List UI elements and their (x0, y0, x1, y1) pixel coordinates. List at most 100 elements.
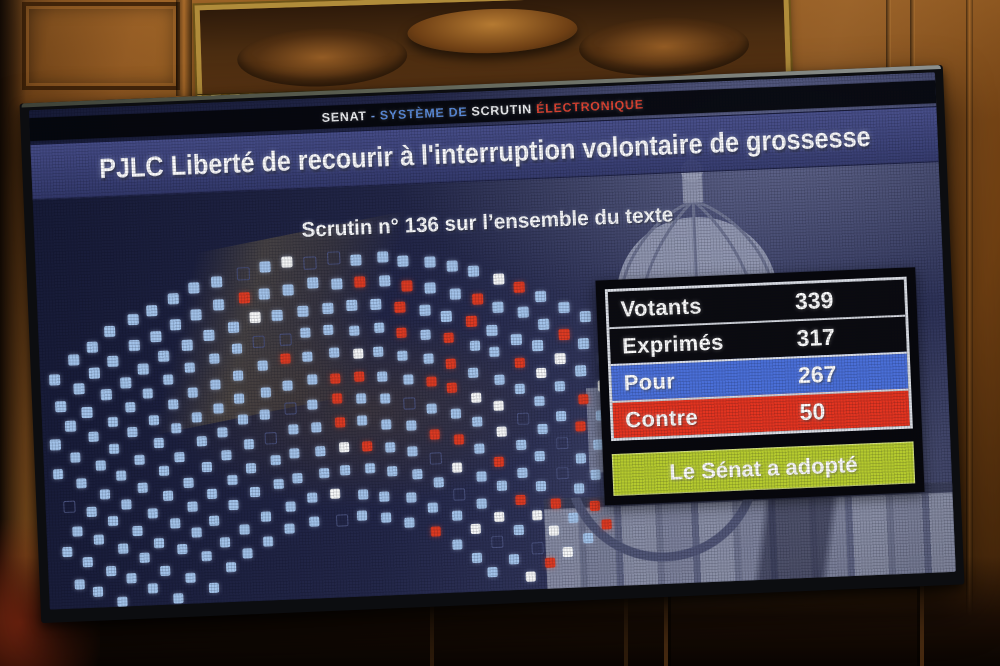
result-value: 339 (794, 286, 834, 315)
seat-dot (326, 251, 341, 265)
seat-dot (440, 310, 452, 323)
seat-dot (315, 446, 326, 457)
seat-dot (429, 428, 440, 440)
seat-dot (117, 596, 128, 608)
seat-dot (487, 566, 499, 578)
seat-dot (516, 439, 527, 450)
seat-dot (404, 517, 415, 528)
seat-dot (575, 421, 586, 432)
seat-dot (532, 509, 543, 521)
seat-dot (249, 311, 262, 323)
seat-dot (449, 288, 462, 300)
carving-swirl-right (578, 14, 750, 79)
seat-dot (550, 498, 562, 509)
seat-dot (160, 565, 171, 576)
seat-dot (206, 488, 217, 499)
seat-dot (583, 532, 594, 543)
seat-dot (514, 357, 526, 368)
seat-dot (493, 456, 504, 467)
seat-dot (579, 310, 591, 323)
seat-dot (332, 393, 343, 404)
seat-dot (385, 442, 396, 453)
seat-dot (228, 499, 239, 511)
seat-dot (280, 353, 291, 365)
seat-dot (329, 373, 341, 385)
seat-dot (154, 537, 165, 548)
seat-dot (486, 324, 499, 336)
seat-dot (132, 526, 143, 537)
seat-dot (187, 387, 199, 398)
seat-dot (212, 299, 224, 311)
seat-dot (185, 572, 196, 584)
seat-dot (568, 512, 579, 524)
seat-dot (443, 333, 455, 344)
wood-groove (886, 0, 891, 74)
result-label: Exprimés (621, 328, 725, 359)
seat-dot (555, 436, 569, 449)
seat-dot (590, 469, 601, 480)
seat-dot (147, 583, 159, 594)
seat-dot (381, 512, 392, 523)
seat-dot (88, 431, 100, 442)
seat-dot (208, 582, 220, 593)
seat-dot (535, 367, 547, 378)
seat-dot (496, 426, 507, 438)
seat-dot (279, 333, 292, 347)
seat-dot (245, 462, 256, 474)
seat-dot (209, 352, 220, 364)
seat-dot (450, 408, 461, 419)
seat-dot (379, 491, 390, 502)
seat-dot (338, 442, 350, 453)
seat-dot (125, 401, 136, 412)
seat-dot (271, 310, 284, 322)
seat-dot (378, 275, 391, 287)
seat-dot (259, 409, 271, 421)
topbar-part: SYSTÈME DE (379, 104, 472, 122)
seat-dot (282, 380, 294, 391)
seat-dot (126, 573, 137, 584)
seat-dot (470, 392, 481, 404)
seat-dot (445, 358, 456, 370)
seat-dot (446, 382, 457, 393)
seat-dot (357, 489, 369, 500)
seat-dot (139, 552, 150, 564)
seat-dot (107, 416, 118, 428)
seat-dot (470, 340, 481, 351)
seat-dot (356, 415, 367, 427)
seat-dot (234, 393, 245, 405)
seat-dot (202, 461, 213, 473)
seat-dot (453, 487, 466, 501)
seat-dot (424, 282, 436, 294)
seat-dot (134, 454, 145, 465)
seat-dot (516, 412, 530, 426)
seat-dot (577, 338, 590, 350)
seat-dot (67, 354, 80, 366)
seat-dot (474, 443, 485, 454)
seat-dot (184, 362, 196, 374)
seat-dot (86, 341, 99, 354)
seat-dot (236, 267, 250, 281)
seat-dot (181, 339, 194, 351)
seat-dot (376, 251, 389, 263)
seat-dot (397, 350, 408, 361)
seat-dot (558, 301, 570, 313)
seat-dot (232, 370, 244, 381)
seat-dot (237, 414, 248, 425)
seat-dot (169, 319, 182, 331)
seat-dot (142, 388, 153, 399)
seat-dot (308, 516, 320, 527)
seat-dot (261, 386, 272, 398)
seat-dot (573, 483, 585, 494)
seat-dot (494, 374, 505, 385)
seat-dot (387, 466, 398, 477)
seat-dot (238, 292, 250, 304)
seat-dot (231, 343, 243, 355)
seat-dot (430, 526, 442, 537)
seat-dot (100, 388, 112, 401)
seat-dot (201, 550, 213, 562)
seat-dot (244, 438, 255, 450)
seat-dot (88, 367, 100, 380)
seat-dot (534, 396, 545, 407)
seat-dot (196, 436, 207, 447)
topbar-part: SENAT (321, 108, 367, 125)
